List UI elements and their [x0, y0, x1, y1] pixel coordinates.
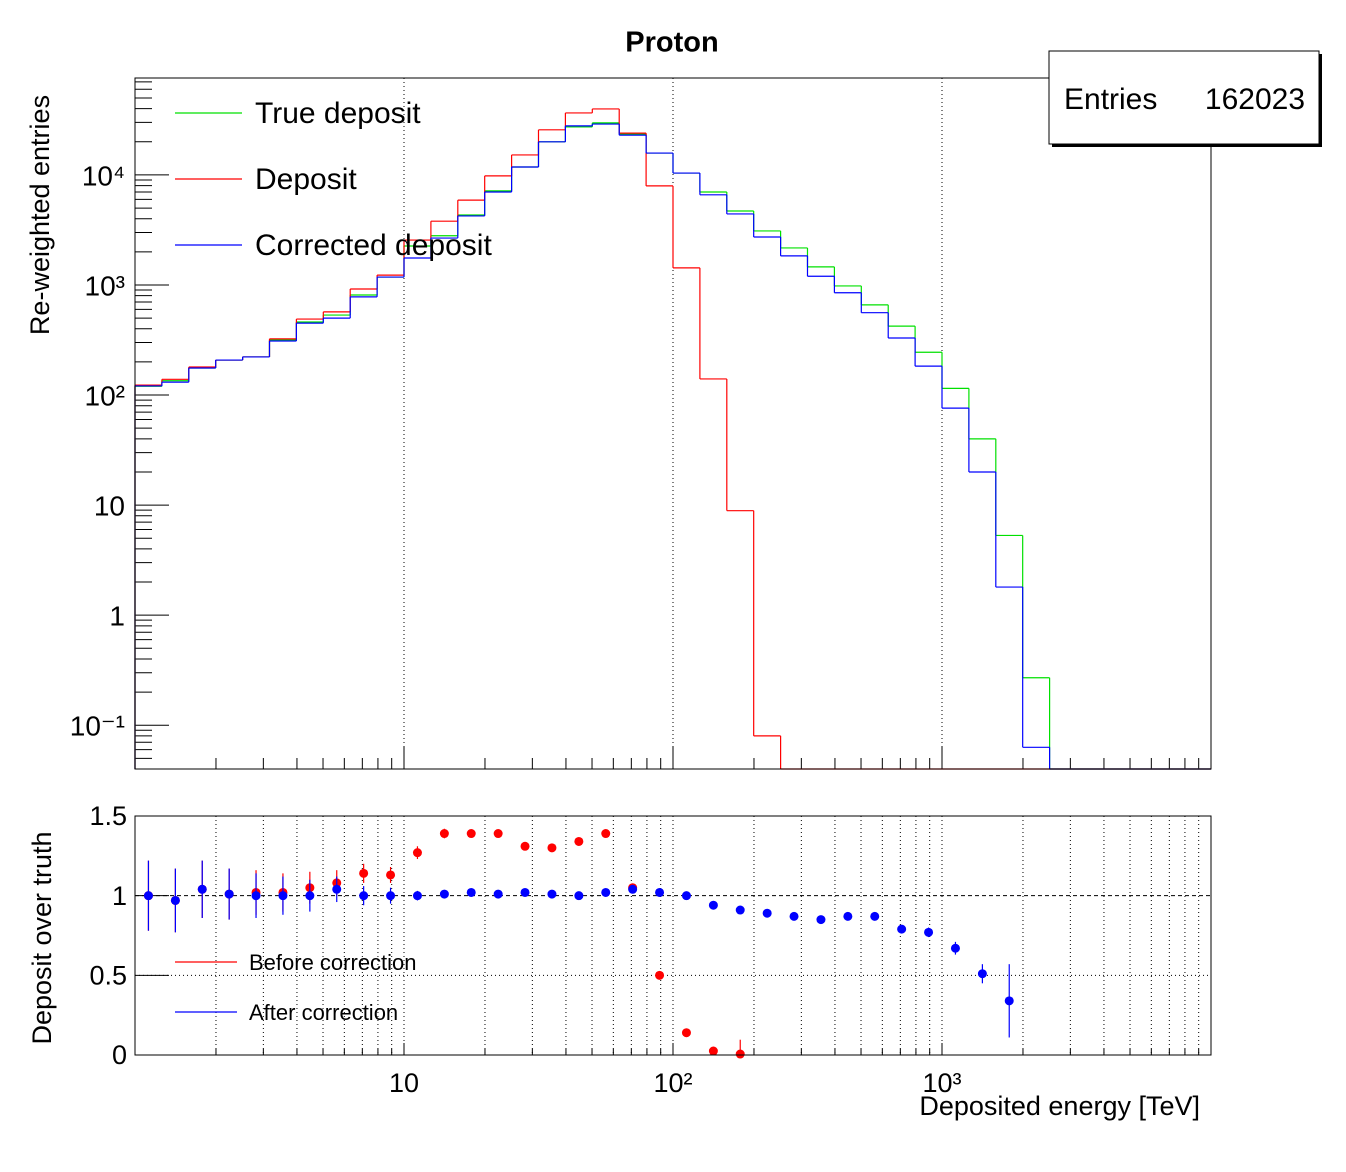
data-point	[708, 900, 718, 910]
data-point	[412, 891, 422, 901]
y-tick-label: 10⁻¹	[70, 711, 125, 742]
data-point	[224, 889, 234, 899]
x-tick-label: 10²	[653, 1068, 692, 1098]
histogram-panel: 10⁻¹ 1 10 10² 10³ 10⁴ True deposit Deposit Corre…	[70, 50, 1322, 770]
x-tick-label: 10³	[922, 1068, 961, 1098]
x-tick-label: 10	[389, 1068, 419, 1098]
data-point	[386, 891, 396, 901]
data-point	[655, 887, 665, 897]
y-tick-label: 1.5	[89, 801, 127, 831]
data-point	[601, 829, 611, 839]
y-tick-label: 10⁴	[82, 160, 125, 191]
data-point	[762, 908, 772, 918]
data-point	[897, 924, 907, 934]
data-point	[628, 884, 638, 894]
y-tick-label: 10	[94, 490, 125, 521]
data-point	[493, 889, 503, 899]
data-point	[870, 911, 880, 921]
y-tick-label: 1	[109, 601, 125, 632]
data-point	[681, 891, 691, 901]
plot-frame	[134, 815, 1212, 1056]
data-point	[601, 887, 611, 897]
data-point	[359, 868, 369, 878]
data-point	[170, 895, 180, 905]
legend-label: After correction	[249, 1000, 398, 1025]
data-point	[816, 915, 826, 925]
data-point	[439, 889, 449, 899]
data-point	[439, 829, 449, 839]
x-axis-label: Deposited energy [TeV]	[919, 1091, 1200, 1121]
data-point	[305, 891, 315, 901]
data-point	[789, 911, 799, 921]
data-point	[251, 891, 261, 901]
data-point	[520, 841, 530, 851]
data-point	[977, 969, 987, 979]
data-point	[950, 943, 960, 953]
plot-frame	[134, 77, 1212, 770]
data-point	[924, 927, 934, 937]
data-point	[278, 891, 288, 901]
data-point	[1004, 996, 1014, 1006]
chart-title: Proton	[625, 27, 718, 59]
data-point	[466, 887, 476, 897]
data-point	[708, 1046, 718, 1056]
stats-label: Entries	[1064, 83, 1157, 116]
legend-label: Corrected deposit	[255, 229, 492, 262]
data-point	[359, 891, 369, 901]
y-axis-label: Deposit over truth	[27, 831, 57, 1044]
legend-label: True deposit	[255, 97, 421, 130]
data-point	[735, 1049, 745, 1059]
y-tick-label: 0.5	[89, 960, 127, 990]
data-point	[332, 884, 342, 894]
data-point	[547, 889, 557, 899]
stats-value: 162023	[1205, 83, 1305, 116]
data-point	[412, 848, 422, 858]
data-point	[735, 905, 745, 915]
data-point	[386, 870, 396, 880]
ratio-panel: 10 10² 10³ 0 0.5 1 1.5 Before correction After c…	[89, 801, 1212, 1098]
data-point	[843, 911, 853, 921]
data-point	[143, 891, 153, 901]
data-point	[574, 891, 584, 901]
legend-label: Deposit	[255, 163, 357, 196]
stats-box	[1048, 50, 1320, 145]
legend-label: Before correction	[249, 950, 417, 975]
data-point	[574, 836, 584, 846]
data-point	[520, 887, 530, 897]
y-tick-label: 10³	[85, 270, 125, 301]
data-point	[197, 884, 207, 894]
y-tick-label: 10²	[85, 380, 125, 411]
data-point	[681, 1028, 691, 1038]
y-tick-label: 0	[112, 1040, 127, 1070]
y-tick-label: 1	[112, 881, 127, 911]
y-axis-label: Re-weighted entries	[25, 95, 55, 335]
data-point	[466, 829, 476, 839]
data-point	[655, 970, 665, 980]
data-point	[547, 843, 557, 853]
data-point	[493, 829, 503, 839]
